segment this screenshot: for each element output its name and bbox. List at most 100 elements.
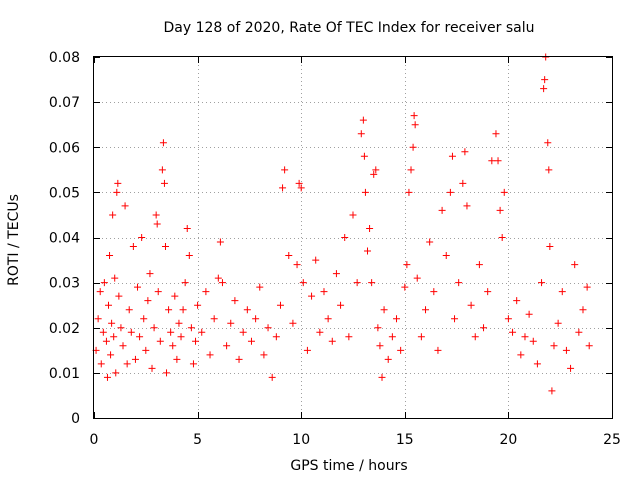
data-point bbox=[121, 202, 129, 210]
data-point bbox=[359, 116, 367, 124]
data-point bbox=[320, 288, 328, 296]
data-point bbox=[401, 283, 409, 291]
data-point bbox=[471, 333, 479, 341]
data-point bbox=[97, 360, 105, 368]
data-point bbox=[192, 337, 200, 345]
data-point bbox=[175, 319, 183, 327]
data-point bbox=[169, 342, 177, 350]
data-point bbox=[562, 346, 570, 354]
data-point bbox=[442, 252, 450, 260]
data-point bbox=[223, 342, 231, 350]
data-point bbox=[496, 206, 504, 214]
data-point bbox=[541, 76, 549, 84]
data-point bbox=[448, 152, 456, 160]
data-point bbox=[504, 315, 512, 323]
data-point bbox=[455, 279, 463, 287]
y-tick-label: 0 bbox=[71, 411, 80, 427]
data-point bbox=[153, 220, 161, 228]
grid bbox=[94, 57, 612, 418]
data-point bbox=[409, 143, 417, 151]
data-point bbox=[370, 170, 378, 178]
data-point bbox=[268, 373, 276, 381]
data-point bbox=[216, 238, 224, 246]
x-tick-label: 5 bbox=[193, 432, 202, 448]
data-point bbox=[173, 355, 181, 363]
data-point bbox=[103, 373, 111, 381]
data-point bbox=[127, 328, 135, 336]
data-point bbox=[411, 121, 419, 129]
data-point bbox=[303, 346, 311, 354]
data-point bbox=[337, 301, 345, 309]
data-point bbox=[117, 324, 125, 332]
data-point bbox=[99, 328, 107, 336]
data-point bbox=[558, 288, 566, 296]
data-point bbox=[575, 328, 583, 336]
y-tick-label: 0.04 bbox=[49, 231, 80, 247]
data-point bbox=[451, 315, 459, 323]
data-point bbox=[417, 333, 425, 341]
x-tick-label: 10 bbox=[292, 432, 310, 448]
data-point bbox=[374, 324, 382, 332]
data-point bbox=[119, 342, 127, 350]
data-point bbox=[256, 283, 264, 291]
data-point bbox=[544, 139, 552, 147]
data-point bbox=[529, 337, 537, 345]
data-point bbox=[279, 184, 287, 192]
data-point bbox=[461, 148, 469, 156]
data-point bbox=[372, 166, 380, 174]
data-point bbox=[353, 279, 361, 287]
data-point bbox=[181, 279, 189, 287]
data-point bbox=[349, 211, 357, 219]
x-tick-label: 20 bbox=[499, 432, 517, 448]
data-point bbox=[247, 337, 255, 345]
data-point bbox=[475, 261, 483, 269]
data-point bbox=[96, 288, 104, 296]
data-point bbox=[218, 279, 226, 287]
data-point bbox=[430, 288, 438, 296]
y-axis-label: ROTI / TECUs bbox=[6, 194, 22, 286]
data-point bbox=[299, 279, 307, 287]
data-point bbox=[341, 234, 349, 241]
data-point bbox=[214, 274, 222, 282]
data-point bbox=[189, 360, 197, 368]
data-point bbox=[110, 333, 118, 341]
chart-title: Day 128 of 2020, Rate Of TEC Index for r… bbox=[163, 20, 534, 36]
data-point bbox=[134, 283, 142, 291]
data-point bbox=[100, 279, 108, 287]
y-tick-label: 0.08 bbox=[49, 50, 80, 66]
data-point bbox=[571, 261, 579, 269]
data-point bbox=[480, 324, 488, 332]
data-point bbox=[397, 346, 405, 354]
data-point bbox=[112, 369, 120, 377]
data-point bbox=[150, 324, 158, 332]
data-point bbox=[538, 279, 546, 287]
data-point bbox=[177, 333, 185, 341]
data-point bbox=[202, 288, 210, 296]
x-axis-label: GPS time / hours bbox=[290, 458, 407, 474]
data-point bbox=[179, 306, 187, 314]
data-point bbox=[366, 224, 374, 232]
y-tick-label: 0.06 bbox=[49, 140, 80, 156]
data-point bbox=[140, 315, 148, 323]
data-point bbox=[108, 319, 116, 327]
x-tick-label: 25 bbox=[603, 432, 621, 448]
data-point bbox=[194, 301, 202, 309]
data-point bbox=[156, 337, 164, 345]
data-point bbox=[567, 364, 575, 372]
data-point bbox=[114, 179, 122, 187]
y-tick-label: 0.07 bbox=[49, 95, 80, 111]
data-point bbox=[540, 85, 548, 93]
data-point bbox=[360, 152, 368, 160]
data-point bbox=[410, 112, 418, 120]
data-point bbox=[148, 364, 156, 372]
data-point bbox=[159, 139, 167, 147]
data-point bbox=[231, 297, 239, 305]
data-point bbox=[422, 306, 430, 314]
data-point bbox=[167, 328, 175, 336]
data-point bbox=[152, 211, 160, 219]
data-point bbox=[548, 387, 556, 395]
data-point bbox=[312, 256, 320, 264]
data-point bbox=[332, 270, 340, 278]
data-point bbox=[129, 243, 137, 251]
